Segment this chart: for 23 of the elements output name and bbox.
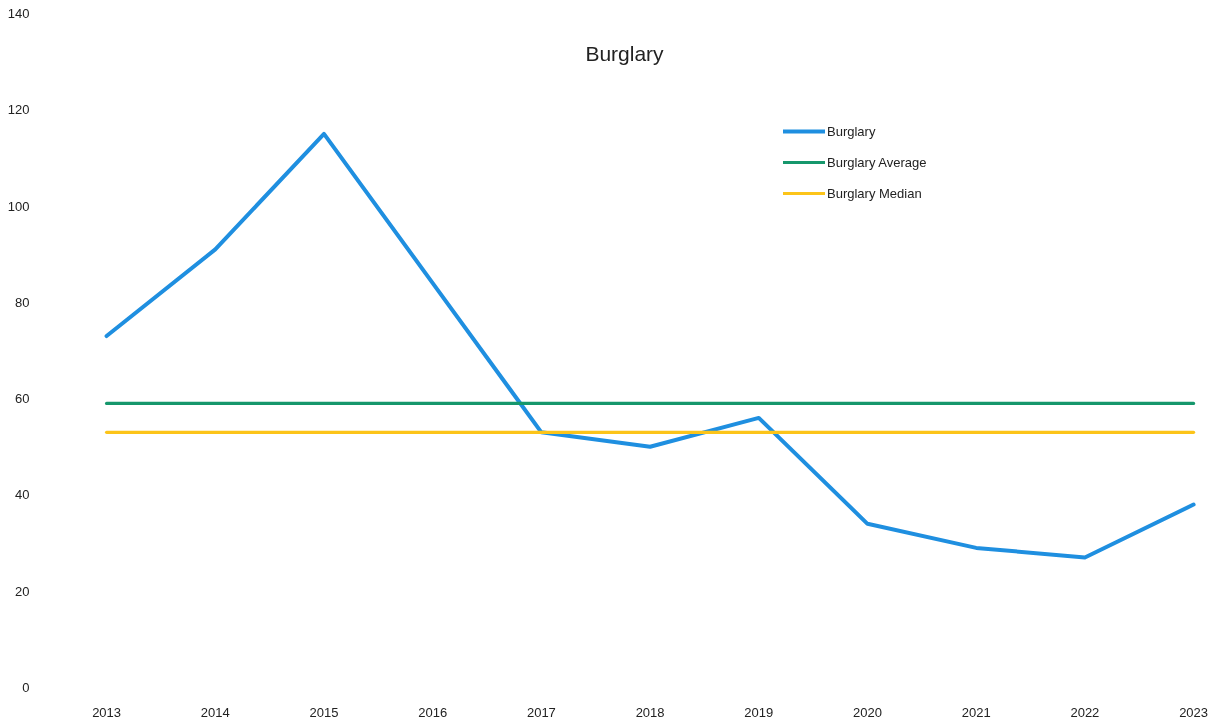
x-tick-label: 2020 [853,704,882,720]
x-tick-label: 2017 [526,704,556,720]
y-tick-label: 40 [15,487,30,503]
x-tick-label: 2015 [309,704,339,720]
legend-label: Burglary Median [827,185,922,201]
legend-label: Burglary [827,123,876,139]
x-tick-label: 2014 [200,704,230,720]
x-tick-label: 2019 [744,704,774,720]
y-tick-label: 140 [7,6,30,21]
y-tick-label: 120 [7,102,30,118]
x-tick-label: 2022 [1070,704,1100,720]
legend-label: Burglary Average [827,154,927,170]
x-tick-label: 2013 [92,704,122,720]
x-tick-label: 2021 [961,704,991,720]
y-tick-label: 100 [7,198,30,214]
text: Burglary [585,42,665,65]
x-tick-label: 2016 [418,704,448,720]
x-tick-label: 2018 [635,704,665,720]
y-tick-label: 60 [15,391,30,407]
y-tick-label: 0 [22,680,30,695]
y-tick-label: 80 [15,294,30,310]
x-tick-label: 2023 [1179,704,1209,720]
y-tick-label: 20 [15,583,30,599]
